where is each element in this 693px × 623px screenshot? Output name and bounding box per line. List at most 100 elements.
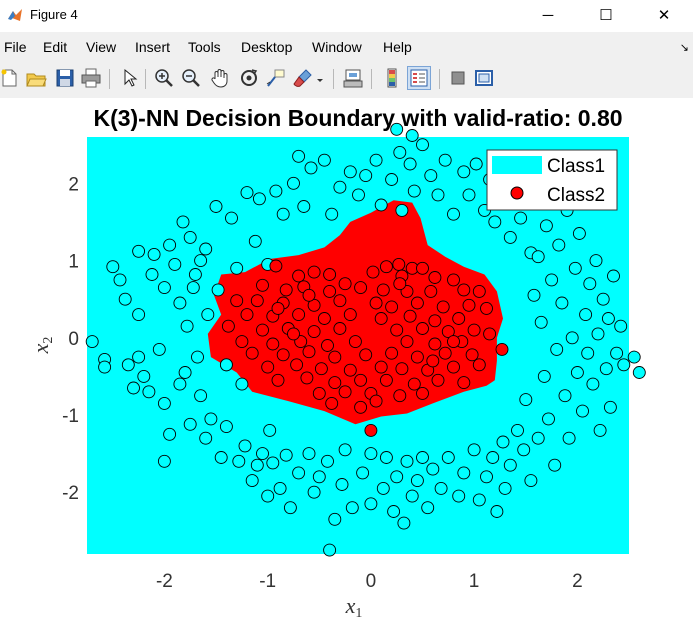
class1-point <box>385 173 399 186</box>
minimize-icon: ─ <box>542 7 554 24</box>
class1-point <box>539 219 553 233</box>
close-button[interactable]: ✕ <box>641 0 687 32</box>
menu-view[interactable]: View <box>86 39 117 55</box>
class1-point <box>374 198 388 212</box>
menu-edit[interactable]: Edit <box>43 39 68 55</box>
class1-point <box>403 157 417 171</box>
class1-point <box>369 153 383 167</box>
class1-point <box>387 505 401 518</box>
class1-point <box>121 358 135 372</box>
class1-point <box>469 157 483 171</box>
class2-point <box>343 363 357 377</box>
hide-plot-tools-icon[interactable] <box>447 67 469 89</box>
class2-point <box>441 325 455 339</box>
class1-point <box>352 188 365 202</box>
class1-point <box>180 319 194 333</box>
menu-help[interactable]: Help <box>383 39 412 55</box>
brush-icon[interactable] <box>292 67 314 89</box>
y-tick-labels: -2 -1 0 1 2 <box>62 174 79 504</box>
legend[interactable]: Class1 Class2 <box>486 149 618 211</box>
menu-tools[interactable]: Tools <box>188 39 221 55</box>
class1-point <box>356 466 370 480</box>
class2-point <box>428 314 442 328</box>
minimize-button[interactable]: ─ <box>525 0 571 32</box>
menu-file[interactable]: File <box>4 39 27 55</box>
toolbar-separator <box>333 69 334 89</box>
class2-point <box>403 309 417 323</box>
class1-point <box>173 296 187 310</box>
class1-point <box>325 207 339 221</box>
class1-point <box>240 186 254 200</box>
menu-window[interactable]: Window <box>312 39 362 55</box>
zoom-out-icon[interactable] <box>180 67 202 89</box>
x-tick-label: 0 <box>366 571 377 592</box>
class1-point <box>524 474 538 488</box>
class1-point <box>570 366 584 379</box>
select-arrow-icon[interactable] <box>118 67 140 89</box>
class2-point <box>436 300 450 314</box>
open-file-icon[interactable] <box>25 67 47 89</box>
class1-point <box>434 481 448 495</box>
class1-point <box>276 207 290 221</box>
class2-point <box>323 268 337 281</box>
class1-point <box>562 431 576 445</box>
class2-point <box>323 284 337 298</box>
class1-point <box>514 211 528 225</box>
class2-point <box>385 346 399 360</box>
dock-arrow-icon[interactable]: ↘ <box>679 42 689 54</box>
class2-point <box>431 373 445 387</box>
class1-point <box>407 184 421 198</box>
class2-point <box>300 371 314 385</box>
class1-point <box>359 169 373 183</box>
class2-point <box>312 386 326 400</box>
class2-point <box>390 323 404 337</box>
class1-point <box>183 417 197 431</box>
class1-point <box>586 377 600 391</box>
class1-point <box>364 447 378 461</box>
class2-point <box>290 358 304 372</box>
class2-point <box>245 346 259 360</box>
save-icon[interactable] <box>54 67 76 89</box>
class1-point <box>273 481 287 495</box>
menu-desktop[interactable]: Desktop <box>241 39 293 55</box>
class1-point <box>376 481 390 495</box>
legend-class2-label: Class2 <box>547 185 605 206</box>
show-plot-tools-icon[interactable] <box>473 67 495 89</box>
menu-insert[interactable]: Insert <box>135 39 171 55</box>
class2-point <box>369 394 383 408</box>
class1-point <box>599 362 613 376</box>
class2-point <box>452 312 466 325</box>
class1-point <box>591 327 605 341</box>
legend-button[interactable] <box>407 66 431 90</box>
class1-point <box>194 389 208 403</box>
link-plot-icon[interactable] <box>342 67 364 89</box>
class1-point <box>517 443 531 457</box>
new-figure-icon[interactable] <box>0 67 20 89</box>
data-cursor-icon[interactable] <box>265 67 287 89</box>
colorbar-icon[interactable] <box>381 67 403 89</box>
class1-point <box>142 385 156 399</box>
class1-point <box>607 269 620 283</box>
legend-class1-swatch <box>492 156 542 174</box>
class2-point <box>359 348 373 362</box>
print-icon[interactable] <box>80 67 102 89</box>
class2-point <box>385 300 399 314</box>
class2-point <box>457 376 471 390</box>
class1-point <box>447 207 460 221</box>
class2-point <box>266 337 280 351</box>
class1-point <box>219 358 233 372</box>
rotate-3d-icon[interactable] <box>238 67 260 89</box>
class1-point <box>511 423 524 437</box>
class1-point <box>632 366 646 379</box>
x-axis-label-subscript: 1 <box>355 606 362 621</box>
class2-point <box>374 360 388 374</box>
pan-hand-icon[interactable] <box>209 67 231 89</box>
class1-point <box>176 215 190 229</box>
maximize-button[interactable]: ☐ <box>583 0 629 32</box>
brush-dropdown-icon[interactable] <box>314 67 326 89</box>
class1-point <box>283 501 297 515</box>
class2-point <box>338 385 352 399</box>
maximize-icon: ☐ <box>599 7 613 24</box>
zoom-in-icon[interactable] <box>153 67 175 89</box>
class1-point <box>452 489 466 503</box>
